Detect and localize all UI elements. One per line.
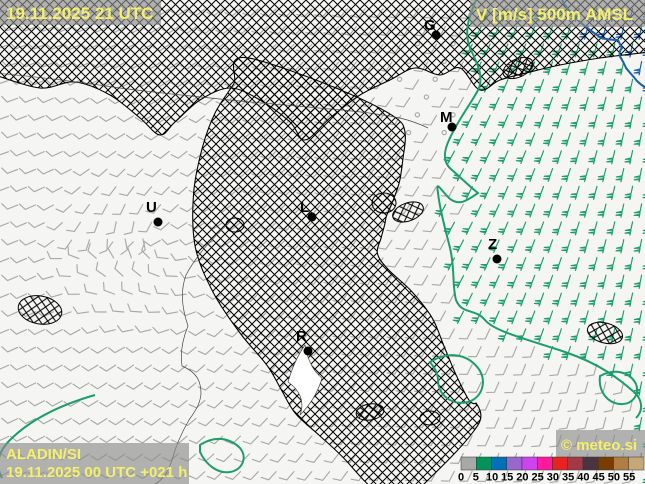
svg-text:5: 5 xyxy=(473,472,479,484)
svg-text:25: 25 xyxy=(532,472,544,484)
svg-text:45: 45 xyxy=(593,472,605,484)
svg-text:© meteo.si: © meteo.si xyxy=(561,437,637,454)
svg-text:40: 40 xyxy=(577,472,589,484)
svg-text:19.11.2025 00 UTC +021 h: 19.11.2025 00 UTC +021 h xyxy=(6,464,187,481)
svg-text:G: G xyxy=(424,17,436,34)
svg-text:19.11.2025 21 UTC: 19.11.2025 21 UTC xyxy=(6,4,153,23)
svg-text:15: 15 xyxy=(501,472,513,484)
svg-text:ALADIN/SI: ALADIN/SI xyxy=(6,446,81,463)
svg-text:20: 20 xyxy=(516,472,528,484)
svg-text:55: 55 xyxy=(623,472,635,484)
svg-text:L: L xyxy=(300,199,309,216)
svg-text:30: 30 xyxy=(547,472,559,484)
svg-text:10: 10 xyxy=(486,472,498,484)
svg-text:35: 35 xyxy=(562,472,574,484)
svg-text:R: R xyxy=(296,328,307,345)
svg-text:50: 50 xyxy=(608,472,620,484)
svg-text:U: U xyxy=(146,199,157,216)
svg-text:M: M xyxy=(440,109,453,126)
svg-text:0: 0 xyxy=(458,472,464,484)
svg-text:Z: Z xyxy=(488,236,497,253)
svg-text:V [m/s] 500m AMSL: V [m/s] 500m AMSL xyxy=(476,5,633,24)
